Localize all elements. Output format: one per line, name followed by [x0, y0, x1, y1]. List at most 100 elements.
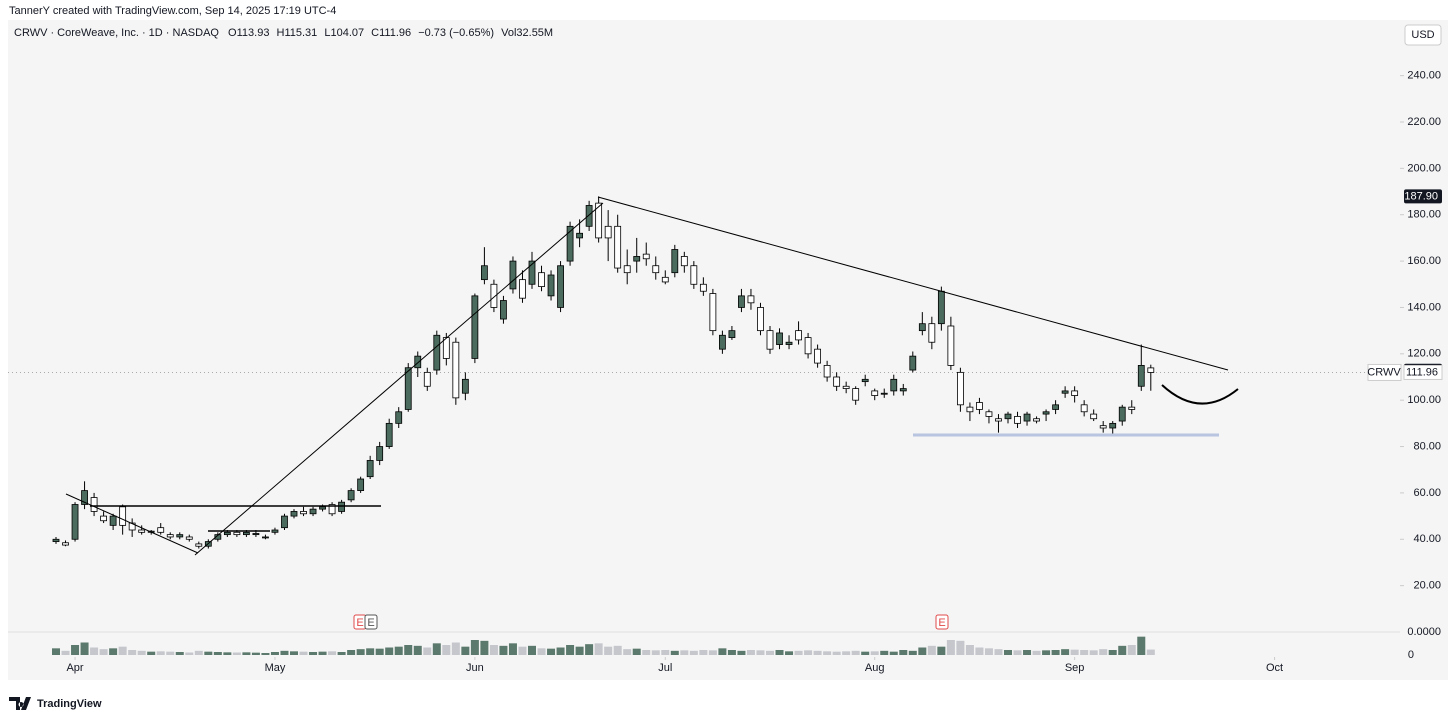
candle-body — [1147, 367, 1155, 373]
volume-bar — [80, 642, 89, 655]
volume-bar — [604, 646, 613, 655]
volume-bar — [547, 648, 556, 655]
candle-body — [90, 497, 98, 512]
currency-box[interactable] — [1404, 24, 1442, 46]
volume-bar — [480, 640, 489, 655]
candle-body — [680, 256, 688, 267]
earnings-marker: E — [367, 617, 374, 629]
volume-bar — [137, 650, 146, 655]
candle-body — [1042, 411, 1050, 415]
volume-bar — [261, 653, 270, 655]
volume-bar — [337, 652, 346, 655]
volume-bar — [442, 645, 451, 655]
candle-body — [81, 490, 88, 505]
volume-bar — [128, 650, 137, 655]
volume-bar — [299, 651, 308, 655]
candle-body — [795, 330, 802, 341]
logo: TradingView — [9, 697, 102, 710]
chart-title: CRWV · CoreWeave, Inc. · 1D · NASDAQ O11… — [14, 27, 553, 39]
candle-body — [1061, 390, 1069, 394]
volume-bar — [889, 651, 898, 655]
volume-bar — [366, 648, 375, 655]
candle-body — [861, 378, 869, 383]
volume-bar — [1013, 650, 1022, 655]
candle-body — [404, 367, 412, 410]
candle-body — [185, 536, 193, 540]
candle-body — [480, 265, 488, 281]
candle-body — [433, 334, 441, 371]
candle-body — [176, 534, 184, 538]
candle-body — [300, 511, 307, 515]
candle-body — [242, 531, 250, 536]
y-tick-label: 120.00 — [1407, 348, 1441, 360]
currency[interactable]: USD — [1411, 29, 1434, 41]
candle-body — [1080, 404, 1088, 413]
volume-bar — [1070, 649, 1079, 655]
earnings-marker: E — [356, 617, 363, 629]
candle-body — [309, 508, 317, 515]
volume-bar — [689, 650, 698, 655]
candle-body — [319, 506, 326, 510]
volume-bar — [413, 645, 422, 655]
candle-body — [519, 279, 526, 299]
volume-bar — [823, 651, 832, 655]
volume-bar — [918, 647, 927, 655]
volume-bar — [556, 647, 565, 655]
candle-body — [976, 402, 983, 410]
candle-body — [1128, 406, 1136, 410]
candle-body — [747, 295, 755, 304]
candle-body — [652, 265, 660, 274]
volume-bar — [489, 645, 498, 655]
candle-body — [642, 253, 650, 260]
volume-bar — [651, 650, 660, 655]
volume-bar — [309, 652, 318, 655]
candle-body — [557, 265, 564, 308]
volume-bar — [699, 650, 708, 655]
volume-bar — [423, 647, 432, 655]
price-label: 187.90 — [1404, 190, 1438, 202]
volume-bar — [318, 651, 327, 655]
volume-bar — [594, 643, 603, 655]
volume-bar — [461, 646, 470, 655]
volume-bar — [394, 646, 403, 655]
volume-bar — [1127, 645, 1136, 655]
x-tick-label: Aug — [865, 662, 885, 674]
volume-bar — [642, 650, 651, 655]
candle-body — [195, 543, 203, 547]
volume-bar — [118, 646, 127, 655]
logo-mark — [9, 697, 31, 710]
candle-body — [614, 225, 622, 269]
candle-body — [947, 325, 955, 366]
y-tick-label: 180.00 — [1407, 209, 1441, 221]
candle-body — [1033, 418, 1040, 422]
candle-body — [262, 536, 269, 539]
candle-body — [709, 293, 717, 332]
volume-bar — [404, 645, 413, 655]
volume-bar — [946, 640, 955, 655]
candle-body — [595, 202, 603, 239]
candle-body — [785, 341, 793, 345]
volume-bar — [71, 645, 80, 655]
y-tick-label: 140.00 — [1407, 301, 1441, 313]
candle-body — [423, 371, 431, 387]
candle-body — [966, 406, 974, 413]
candle-body — [71, 504, 79, 540]
volume-bar — [356, 649, 365, 655]
candle-body — [928, 323, 936, 343]
volume-bar — [1032, 650, 1041, 655]
candle-body — [576, 232, 583, 239]
volume-bar — [994, 649, 1003, 655]
candle-body — [909, 355, 917, 371]
symbol: CRWV · CoreWeave, Inc. · 1D · NASDAQ — [14, 27, 219, 39]
volume-bar — [270, 652, 279, 655]
candle-body — [766, 330, 774, 350]
volume-bar — [213, 652, 222, 655]
volume-bar — [194, 650, 203, 655]
candle-body — [566, 225, 574, 262]
candle-body — [157, 527, 165, 533]
candle-body — [719, 334, 726, 350]
volume-bar — [470, 640, 479, 655]
volume-bar — [1080, 650, 1089, 655]
candle-body — [138, 529, 146, 533]
volume-bar — [756, 650, 765, 655]
